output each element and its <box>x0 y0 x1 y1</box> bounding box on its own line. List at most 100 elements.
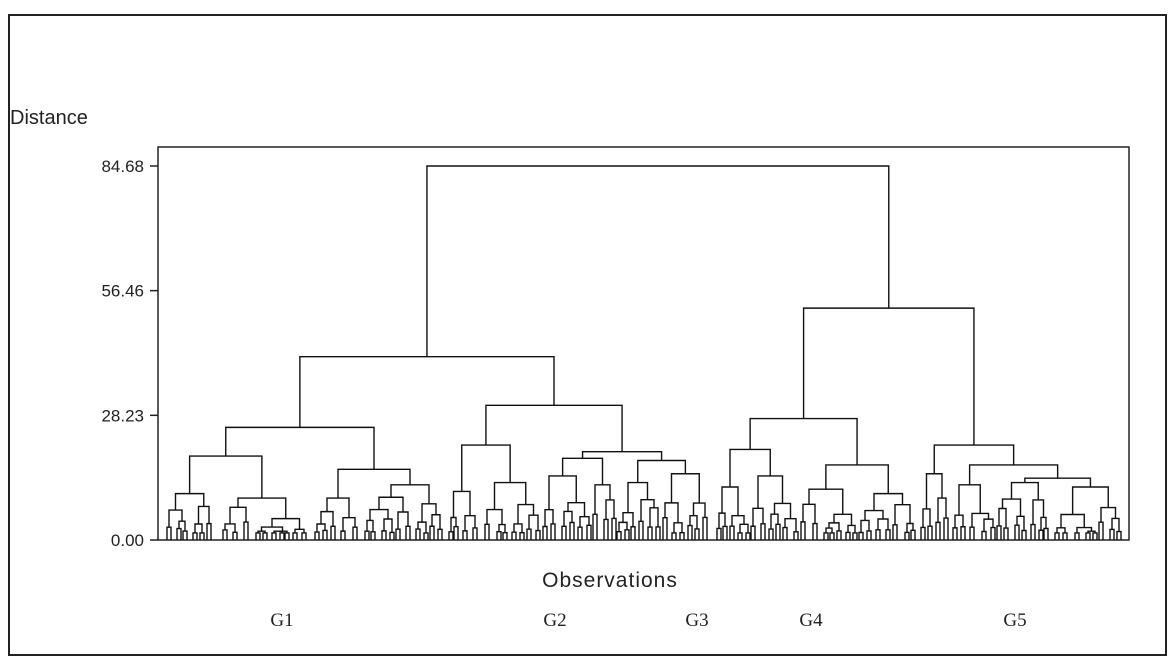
dendrogram-link <box>569 521 575 540</box>
dendrogram-link <box>739 523 749 533</box>
dendrogram-link <box>255 532 261 540</box>
dendrogram-link <box>1109 528 1115 540</box>
dendrogram-link <box>502 531 508 540</box>
dendrogram-link <box>337 468 411 499</box>
figure-frame: Distance Observations 84.68 56.46 28.23 0.0… <box>8 14 1167 656</box>
dendrogram-link <box>462 530 468 540</box>
dendrogram-link <box>496 531 502 540</box>
dendrogram-link <box>784 517 797 532</box>
dendrogram-link <box>802 307 975 446</box>
dendrogram-link <box>952 527 958 540</box>
dendrogram-link <box>687 524 693 540</box>
dendrogram-link <box>721 486 739 516</box>
dendrogram-link <box>577 526 583 540</box>
dendrogram-link <box>1038 529 1044 540</box>
dendrogram-link <box>1098 521 1104 540</box>
dendrogram-link <box>793 531 799 540</box>
dendrogram-link <box>808 488 844 515</box>
dendrogram-link <box>192 532 198 540</box>
dendrogram-link <box>662 516 668 540</box>
dendrogram-link <box>960 526 966 540</box>
dendrogram-link <box>294 528 305 533</box>
y-axis-label: Distance <box>10 107 88 129</box>
dendrogram-link <box>768 528 774 540</box>
dendrogram-link <box>823 532 829 540</box>
dendrogram-link <box>958 484 981 516</box>
dendrogram-link <box>426 165 890 357</box>
dendrogram-link <box>647 526 653 540</box>
dendrogram-link <box>968 464 1059 485</box>
dendrogram-link <box>935 521 941 540</box>
y-tick-label: 56.46 <box>101 282 144 301</box>
dendrogram-link <box>933 444 1015 474</box>
dendrogram-link <box>1001 498 1022 517</box>
dendrogram-link <box>937 497 947 523</box>
dendrogram-link <box>866 530 872 540</box>
dendrogram-link <box>920 526 926 540</box>
dendrogram-link <box>638 520 644 540</box>
dendrogram-link <box>1054 532 1060 540</box>
dendrogram-link <box>1016 515 1025 531</box>
dendrogram-link <box>528 514 539 531</box>
dendrogram-link <box>802 503 816 524</box>
dendrogram-link <box>301 532 307 540</box>
dendrogram-link <box>484 523 490 540</box>
dendrogram-link <box>845 531 851 540</box>
group-label: G5 <box>1003 610 1026 631</box>
dendrogram-link <box>405 525 411 540</box>
dendrogram-link <box>544 508 554 527</box>
dendrogram-link <box>511 531 517 540</box>
dendrogram-link <box>222 529 228 540</box>
dendrogram-link <box>437 528 443 540</box>
group-label: G2 <box>543 610 566 631</box>
dendrogram-link <box>421 503 437 523</box>
dendrogram-link <box>885 529 891 540</box>
dendrogram-link <box>395 528 401 540</box>
group-label: G4 <box>799 610 823 631</box>
dendrogram-link <box>542 525 548 540</box>
dendrogram-link <box>271 517 301 530</box>
dendrogram-link <box>640 498 655 522</box>
y-axis-ticks: 84.68 56.46 28.23 0.00 <box>101 157 158 550</box>
dendrogram-link <box>178 520 186 532</box>
x-axis-label: Observations <box>542 569 678 592</box>
group-label: G3 <box>685 610 708 631</box>
dendrogram-link <box>670 473 700 504</box>
dendrogram-link <box>493 481 527 510</box>
dendrogram-link <box>342 516 356 532</box>
dendrogram-link <box>877 518 889 530</box>
dendrogram-link <box>996 525 1002 540</box>
dendrogram-link <box>737 532 743 540</box>
dendrogram-link <box>622 511 634 527</box>
dendrogram-link <box>892 524 898 540</box>
dendrogram-link <box>873 492 904 511</box>
dendrogram-link <box>257 530 266 533</box>
dendrogram-link <box>1003 527 1009 540</box>
dendrogram-link <box>284 532 290 540</box>
dendrogram-link <box>168 509 183 528</box>
dendrogram-link <box>729 525 735 540</box>
dendrogram-link <box>370 531 376 540</box>
dendrogram-link <box>526 528 532 540</box>
dendrogram-link <box>852 532 858 540</box>
group-labels: G1 G2 G3 G4 G5 <box>270 610 1026 631</box>
dendrogram-link <box>513 523 523 533</box>
dendrogram-link <box>603 518 609 540</box>
dendrogram-link <box>563 510 573 527</box>
dendrogram-link <box>199 532 205 540</box>
dendrogram-link <box>326 497 350 518</box>
dendrogram-link <box>561 457 604 485</box>
dendrogram-link <box>174 492 205 511</box>
dendrogram-link <box>906 522 914 533</box>
dendrogram-link <box>770 513 779 530</box>
dendrogram-link <box>366 519 374 532</box>
dendrogram-link <box>775 523 781 540</box>
dendrogram-link <box>1021 529 1027 540</box>
dendrogram-link <box>519 532 525 540</box>
dendrogram-link <box>716 527 722 540</box>
dendrogram-link <box>630 526 636 540</box>
dendrogram-link <box>472 527 478 540</box>
dendrogram-link <box>969 526 975 540</box>
dendrogram-link <box>750 525 756 540</box>
dendrogram-link <box>364 530 370 540</box>
